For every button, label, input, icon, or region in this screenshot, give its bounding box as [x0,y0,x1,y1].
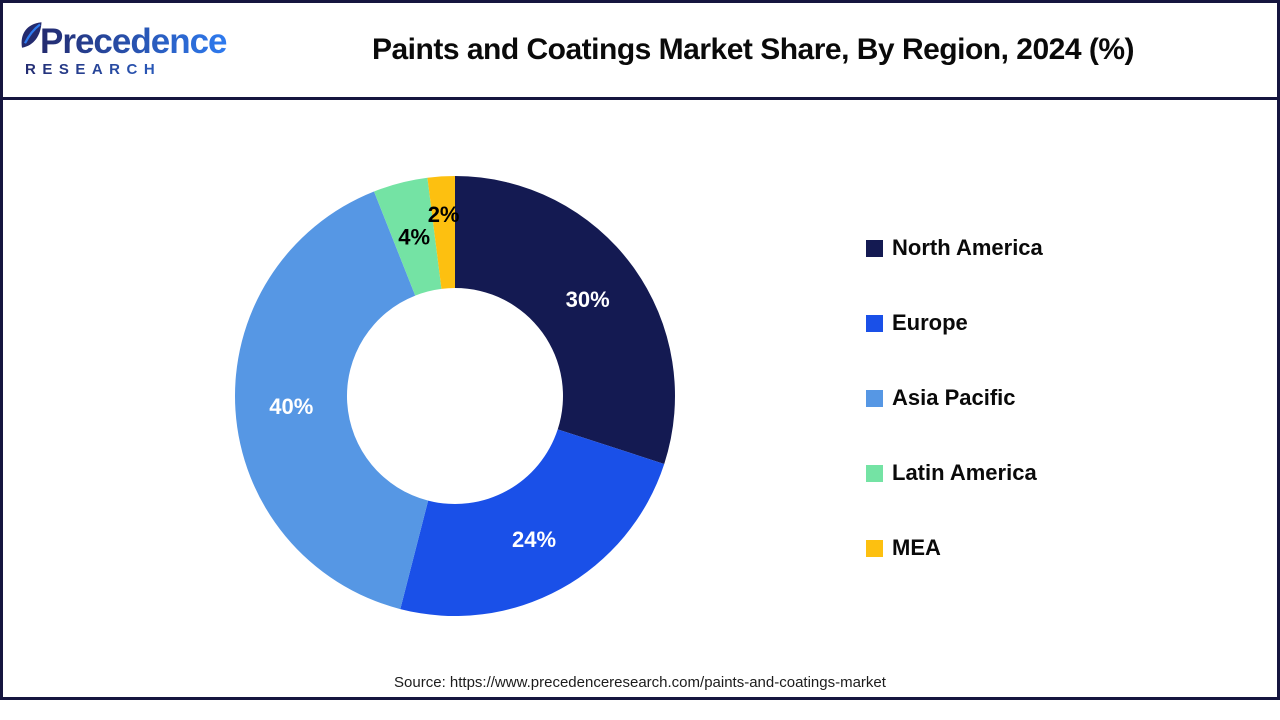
slice-latin-america [374,177,442,296]
logo-wordmark-row: Precedence [19,21,257,61]
legend-swatch-north-america [866,239,883,257]
legend-item-asia-pacific: Asia Pacific [866,385,1043,410]
slice-value-label-mea: 2% [428,202,460,227]
logo-leaf-icon [21,21,42,48]
legend-label-latin-america: Latin America [892,460,1037,485]
legend-label-mea: MEA [892,535,941,560]
donut-chart: 30% 24% 40% 4%2% [234,176,675,617]
logo-brand-name: Precedence [40,21,228,61]
chart-area: 30% 24% 40% 4% 2% North America Europe Asia Pa… [3,100,1277,697]
source-text: Source: https://www.precedenceresearch.c… [394,674,886,691]
legend-label-asia-pacific: Asia Pacific [892,385,1016,410]
logo-brand-subtitle: RESEARCH [19,62,257,77]
slice-value-label-north-america: 30% [566,287,610,312]
slice-value-label-europe: 24% [512,527,556,552]
legend-item-north-america: North America [866,235,1043,260]
slice-value-label-asia-pacific: 40% [269,394,313,419]
legend-label-europe: Europe [892,310,968,335]
slice-mea [427,176,455,289]
slice-europe [400,429,665,617]
legend-label-north-america: North America [892,235,1043,260]
precedence-research-logo: Precedence RESEARCH [3,21,257,77]
legend-swatch-mea [866,539,883,557]
legend-swatch-asia-pacific [866,389,883,407]
chart-title: Paints and Coatings Market Share, By Reg… [371,33,1135,66]
legend-swatch-latin-america [866,464,883,482]
slice-value-label-latin-america: 4% [398,225,430,250]
slice-asia-pacific [234,191,429,610]
slice-north-america [455,176,675,464]
legend-item-europe: Europe [866,310,1043,335]
chart-frame: Precedence RESEARCH Paints and Coatings … [0,0,1280,700]
legend-swatch-europe [866,314,883,332]
legend: North America Europe Asia Pacific Latin Ame… [866,235,1043,611]
legend-item-latin-america: Latin America [866,460,1043,485]
legend-item-mea: MEA [866,535,1043,560]
header: Precedence RESEARCH Paints and Coatings … [3,3,1277,100]
